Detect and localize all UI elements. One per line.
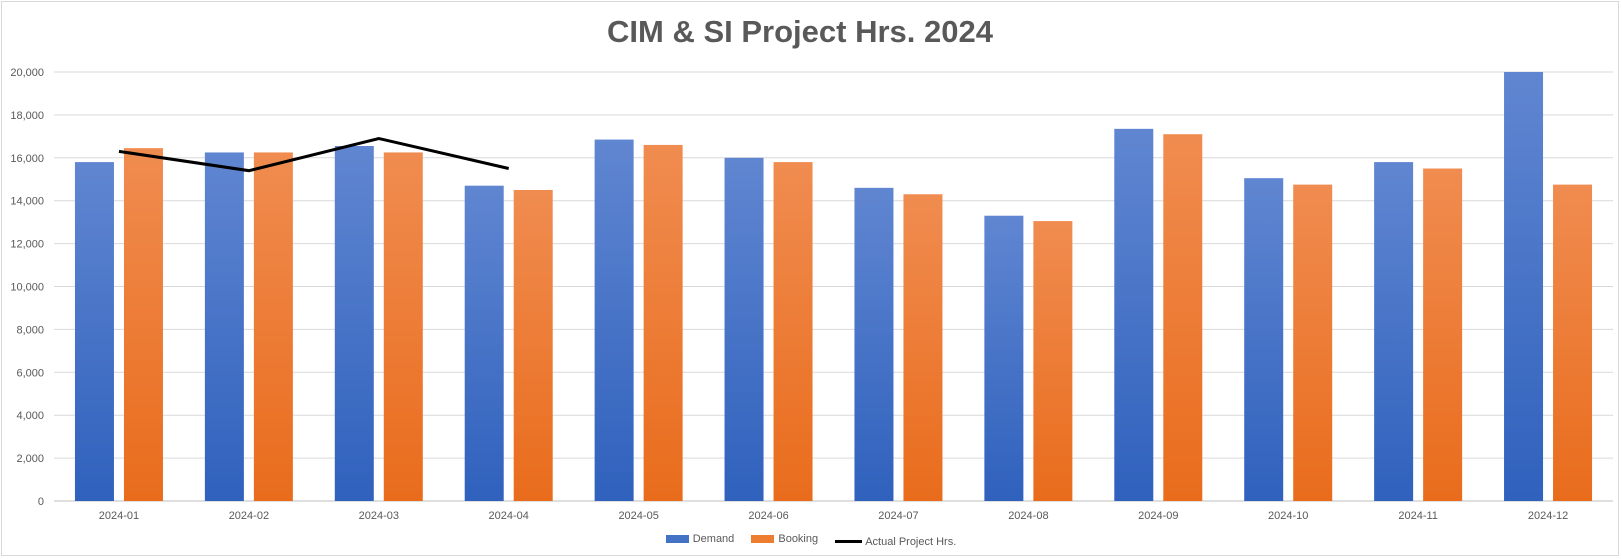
- bar-booking: [253, 152, 293, 501]
- y-tick-label: 14,000: [10, 196, 44, 208]
- bar-booking: [513, 189, 553, 501]
- bar-demand: [204, 152, 244, 501]
- legend-label-demand: Demand: [692, 533, 735, 545]
- y-tick-label: 8,000: [16, 324, 44, 336]
- legend-item-demand: Demand: [665, 533, 735, 545]
- y-tick-label: 6,000: [16, 367, 44, 379]
- bar-demand: [334, 146, 374, 501]
- bar-booking: [1293, 184, 1333, 502]
- y-tick-label: 16,000: [10, 153, 44, 165]
- legend-label-actual: Actual Project Hrs.: [865, 535, 957, 548]
- bar-booking: [123, 148, 163, 501]
- y-tick-label: 20,000: [10, 67, 44, 79]
- bar-demand: [464, 185, 504, 501]
- bar-booking: [1553, 184, 1593, 502]
- x-tick-label: 2024-08: [1008, 510, 1048, 522]
- bar-demand: [1504, 72, 1544, 501]
- bar-demand: [1374, 162, 1414, 501]
- legend-item-actual: Actual Project Hrs.: [835, 536, 956, 548]
- bar-booking: [773, 162, 813, 501]
- chart-title: CIM & SI Project Hrs. 2024: [607, 14, 993, 49]
- x-tick-label: 2024-06: [748, 510, 788, 522]
- bar-demand: [594, 139, 634, 501]
- bar-demand: [1114, 128, 1154, 501]
- x-tick-label: 2024-02: [229, 510, 269, 522]
- x-tick-label: 2024-11: [1398, 510, 1438, 522]
- bar-booking: [903, 194, 943, 501]
- legend-swatch-booking: [751, 535, 775, 543]
- x-tick-label: 2024-07: [878, 510, 918, 522]
- x-tick-label: 2024-12: [1528, 510, 1568, 522]
- bar-demand: [984, 215, 1024, 501]
- bar-booking: [643, 144, 683, 501]
- line-actual-project-hrs: [118, 136, 510, 173]
- y-tick-label: 12,000: [10, 239, 44, 251]
- x-tick-label: 2024-10: [1268, 510, 1308, 522]
- plot-area: 0 2,000 4,000 6,000 8,000 10,000 12,000 14,000 1…: [10, 67, 1613, 522]
- x-tick-label: 2024-01: [99, 510, 139, 522]
- y-tick-label: 2,000: [16, 453, 44, 465]
- legend-swatch-demand: [665, 535, 689, 543]
- x-tick-label: 2024-04: [489, 510, 529, 522]
- x-tick-label: 2024-03: [359, 510, 399, 522]
- bar-demand: [724, 157, 764, 502]
- bar-booking: [1423, 168, 1463, 501]
- y-tick-label: 18,000: [10, 110, 44, 122]
- bar-booking: [1163, 134, 1203, 501]
- y-tick-label: 4,000: [16, 410, 44, 422]
- bar-booking: [383, 152, 423, 501]
- legend-swatch-actual: [835, 540, 863, 543]
- legend-item-booking: Booking: [751, 533, 818, 545]
- x-tick-label: 2024-05: [618, 510, 658, 522]
- y-tick-label: 10,000: [10, 282, 44, 294]
- legend-label-booking: Booking: [778, 533, 819, 545]
- bar-demand: [854, 187, 894, 501]
- x-tick-label: 2024-09: [1138, 510, 1178, 522]
- bar-demand: [74, 162, 114, 501]
- bar-demand: [1244, 178, 1284, 502]
- legend: Demand Booking Actual Project Hrs.: [0, 533, 1622, 548]
- bar-booking: [1033, 221, 1073, 501]
- y-tick-label: 0: [38, 496, 44, 508]
